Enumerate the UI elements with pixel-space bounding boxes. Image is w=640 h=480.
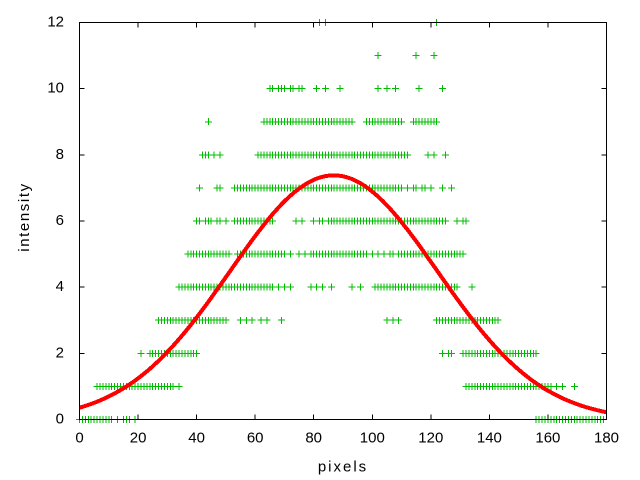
svg-text:100: 100 [360, 430, 385, 447]
svg-text:10: 10 [47, 80, 64, 97]
svg-text:120: 120 [418, 430, 443, 447]
svg-text:180: 180 [594, 430, 619, 447]
svg-text:40: 40 [188, 430, 205, 447]
svg-text:0: 0 [56, 411, 64, 428]
svg-text:pixels: pixels [318, 458, 368, 475]
svg-text:12: 12 [47, 14, 64, 31]
svg-text:0: 0 [75, 430, 83, 447]
svg-text:60: 60 [247, 430, 264, 447]
svg-text:6: 6 [56, 212, 64, 229]
svg-text:8: 8 [56, 146, 64, 163]
svg-text:160: 160 [535, 430, 560, 447]
svg-text:intensity: intensity [16, 182, 33, 251]
svg-text:140: 140 [477, 430, 502, 447]
svg-text:4: 4 [56, 278, 64, 295]
svg-text:2: 2 [56, 344, 64, 361]
svg-text:20: 20 [130, 430, 147, 447]
svg-text:80: 80 [305, 430, 322, 447]
